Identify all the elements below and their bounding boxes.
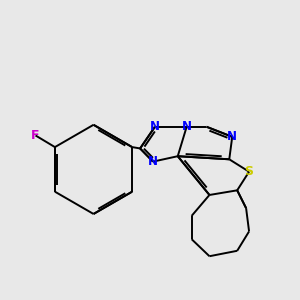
Text: N: N [182,120,192,133]
Text: S: S [244,165,253,178]
Text: F: F [31,129,40,142]
Text: N: N [150,120,160,133]
Text: N: N [227,130,237,143]
Text: N: N [148,155,158,168]
